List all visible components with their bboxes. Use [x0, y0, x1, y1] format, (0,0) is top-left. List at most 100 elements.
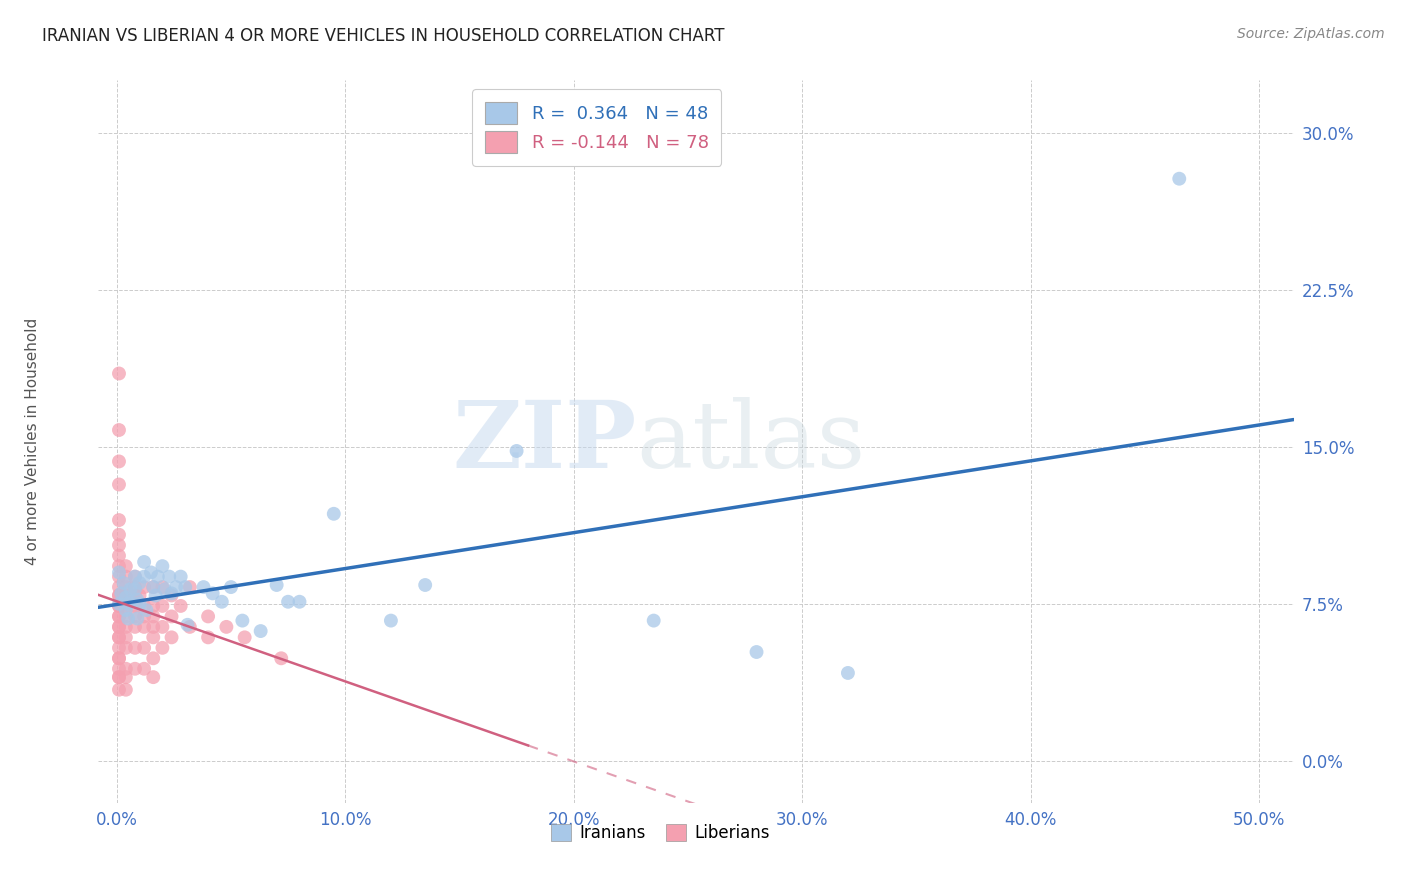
Point	[108, 477, 131, 491]
Point	[160, 609, 183, 624]
Point	[152, 640, 174, 655]
Point	[115, 580, 138, 594]
Point	[142, 609, 165, 624]
Text: 4 or more Vehicles in Household: 4 or more Vehicles in Household	[25, 318, 41, 566]
Point	[108, 599, 131, 613]
Point	[124, 569, 146, 583]
Point	[288, 595, 311, 609]
Point	[115, 640, 138, 655]
Point	[108, 620, 131, 634]
Point	[124, 640, 146, 655]
Point	[142, 651, 165, 665]
Point	[115, 599, 138, 613]
Point	[115, 609, 138, 624]
Point	[160, 631, 183, 645]
Point	[115, 589, 138, 603]
Text: ZIP: ZIP	[451, 397, 637, 486]
Point	[115, 620, 138, 634]
Point	[142, 580, 165, 594]
Point	[108, 682, 131, 697]
Point	[160, 586, 183, 600]
Point	[152, 580, 174, 594]
Point	[115, 682, 138, 697]
Point	[249, 624, 271, 638]
Point	[134, 555, 156, 569]
Point	[124, 599, 146, 613]
Point	[231, 614, 253, 628]
Point	[413, 578, 436, 592]
Point	[124, 620, 146, 634]
Point	[128, 589, 150, 603]
Point	[108, 527, 131, 541]
Point	[152, 599, 174, 613]
Legend: Iranians, Liberians: Iranians, Liberians	[544, 817, 776, 848]
Point	[120, 595, 142, 609]
Point	[124, 589, 146, 603]
Text: IRANIAN VS LIBERIAN 4 OR MORE VEHICLES IN HOUSEHOLD CORRELATION CHART: IRANIAN VS LIBERIAN 4 OR MORE VEHICLES I…	[42, 27, 724, 45]
Point	[108, 423, 131, 437]
Point	[124, 662, 146, 676]
Point	[124, 580, 146, 594]
Point	[142, 599, 165, 613]
Point	[115, 670, 138, 684]
Point	[124, 582, 146, 597]
Point	[108, 599, 131, 613]
Point	[142, 631, 165, 645]
Point	[134, 662, 156, 676]
Point	[170, 569, 193, 583]
Point	[108, 609, 131, 624]
Text: Source: ZipAtlas.com: Source: ZipAtlas.com	[1237, 27, 1385, 41]
Point	[108, 589, 131, 603]
Point	[153, 582, 176, 597]
Point	[108, 631, 131, 645]
Point	[108, 670, 131, 684]
Point	[277, 595, 299, 609]
Point	[108, 367, 131, 381]
Point	[108, 549, 131, 563]
Point	[505, 444, 527, 458]
Point	[135, 603, 157, 617]
Point	[745, 645, 768, 659]
Point	[108, 566, 131, 580]
Point	[127, 592, 149, 607]
Point	[117, 611, 139, 625]
Point	[134, 599, 156, 613]
Point	[108, 662, 131, 676]
Point	[134, 580, 156, 594]
Point	[115, 662, 138, 676]
Point	[322, 507, 344, 521]
Point	[108, 651, 131, 665]
Point	[108, 597, 131, 611]
Point	[128, 597, 150, 611]
Point	[142, 670, 165, 684]
Text: atlas: atlas	[637, 397, 866, 486]
Point	[139, 566, 162, 580]
Point	[115, 591, 138, 605]
Point	[837, 665, 859, 680]
Point	[201, 586, 224, 600]
Point	[115, 631, 138, 645]
Point	[134, 569, 156, 583]
Point	[1168, 171, 1191, 186]
Point	[115, 569, 138, 583]
Point	[270, 651, 292, 665]
Point	[152, 620, 174, 634]
Point	[266, 578, 288, 592]
Point	[110, 586, 132, 600]
Point	[380, 614, 402, 628]
Point	[174, 580, 197, 594]
Point	[170, 599, 193, 613]
Point	[211, 595, 233, 609]
Point	[108, 651, 131, 665]
Point	[128, 575, 150, 590]
Point	[108, 559, 131, 574]
Point	[179, 620, 201, 634]
Point	[108, 609, 131, 624]
Point	[176, 617, 198, 632]
Point	[108, 631, 131, 645]
Point	[124, 609, 146, 624]
Point	[197, 631, 219, 645]
Point	[127, 611, 149, 625]
Point	[108, 620, 131, 634]
Point	[142, 620, 165, 634]
